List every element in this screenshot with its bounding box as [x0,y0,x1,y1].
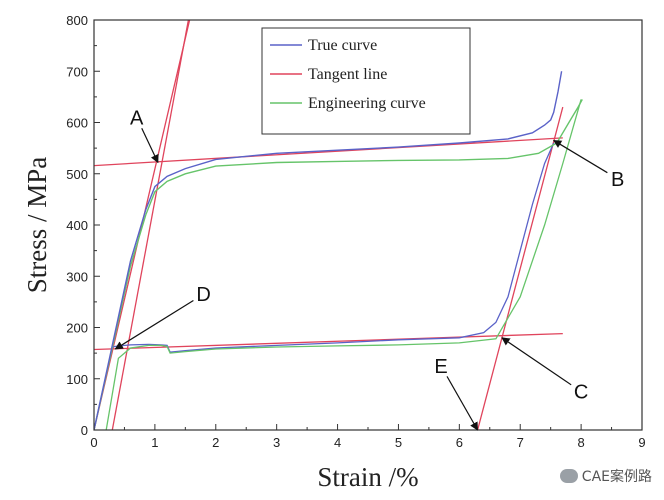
annotation-label: D [196,284,210,306]
x-tick-label: 9 [638,435,645,450]
y-tick-label: 500 [66,167,88,182]
tangent-line-4 [476,106,564,430]
annotations: A B C D E [114,107,624,431]
tangent-line-2 [94,332,563,351]
engineering-curve-line [94,99,583,430]
x-tick-label: 4 [334,435,341,450]
y-tick-label: 700 [66,64,88,79]
plot-area [94,20,583,430]
x-tick-label: 3 [273,435,280,450]
x-tick-label: 1 [151,435,158,450]
x-tick-label: 0 [90,435,97,450]
y-tick-label: 600 [66,116,88,131]
annotation-label: C [574,382,588,404]
annotation-label: A [130,107,144,129]
x-tick-label: 2 [212,435,219,450]
annotation-label: B [611,169,624,191]
legend-entry: True curve [308,37,377,54]
y-tick-label: 200 [66,321,88,336]
annotation-arrow [552,139,608,174]
y-tick-label: 100 [66,372,88,387]
x-tick-label: 5 [395,435,402,450]
legend: True curve Tangent line Engineering curve [261,27,471,135]
y-tick-label: 400 [66,218,88,233]
axes: 0 1 2 3 4 5 6 7 8 9 0 100 200 300 400 500 600 700 800 [66,13,645,450]
annotation-arrow [141,127,159,164]
annotation-arrow [446,376,479,431]
true-curve-line [94,71,563,430]
x-tick-label: 7 [517,435,524,450]
second-branch-curve-2 [105,99,582,430]
tangent-line-3 [111,20,190,430]
second-branch-curve-1 [112,142,555,353]
y-tick-label: 0 [81,423,88,438]
watermark: CAE案例路 [559,466,652,486]
x-tick-label: 6 [456,435,463,450]
annotation-arrow [501,337,572,386]
y-tick-label: 300 [66,269,88,284]
wechat-icon [559,469,578,483]
y-axis-title: Stress / MPa [22,157,52,294]
x-axis-title: Strain /% [317,462,418,492]
annotation-label: E [434,356,447,378]
y-tick-label: 800 [66,13,88,28]
annotation-arrow [114,300,194,350]
watermark-text: CAE案例路 [581,469,652,485]
x-tick-label: 8 [577,435,584,450]
legend-entry: Tangent line [308,66,387,83]
tangent-line-1 [94,137,563,167]
legend-entry: Engineering curve [308,95,426,112]
